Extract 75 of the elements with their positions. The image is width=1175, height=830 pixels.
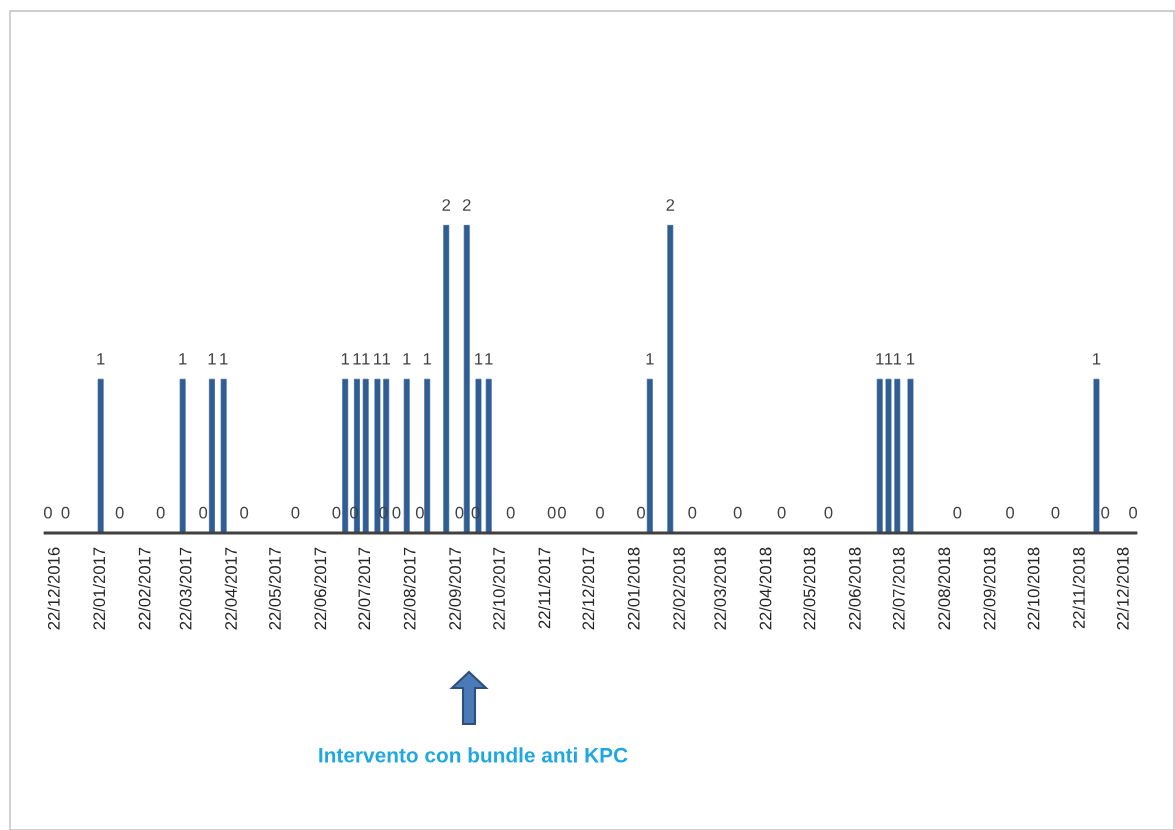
data-label: 1 <box>876 353 884 365</box>
data-label: 1 <box>646 353 654 365</box>
x-tick-label: 22/07/2017 <box>357 547 371 630</box>
data-label: 0 <box>199 506 208 519</box>
data-label: 0 <box>240 506 249 519</box>
data-label: 1 <box>374 353 382 365</box>
data-label: 2 <box>462 199 471 211</box>
data-label: 0 <box>350 506 358 519</box>
data-label: 1 <box>208 353 216 365</box>
data-label: 1 <box>341 353 350 365</box>
data-label: 0 <box>688 506 697 519</box>
x-tick-label: 22/02/2018 <box>672 547 686 630</box>
data-label: 0 <box>61 506 70 519</box>
data-label: 0 <box>415 506 424 519</box>
x-tick-label: 22/03/2017 <box>179 547 192 630</box>
x-tick-label: 22/12/2017 <box>582 547 595 630</box>
data-label: 0 <box>506 506 515 519</box>
x-tick-label: 22/09/2018 <box>983 547 996 630</box>
x-tick-label: 22/04/2017 <box>224 547 237 630</box>
data-label: 1 <box>97 353 105 365</box>
data-label: 0 <box>733 506 742 519</box>
data-label: 0 <box>1051 506 1060 519</box>
data-label: 0 <box>824 506 833 519</box>
data-label: 1 <box>353 353 361 365</box>
data-label: 0 <box>115 506 124 519</box>
x-tick-label: 22/12/2016 <box>47 547 60 630</box>
x-tick-label: 22/08/2017 <box>403 547 416 630</box>
data-label: 0 <box>557 506 566 519</box>
x-tick-label: 22/11/2018 <box>1072 547 1085 629</box>
x-tick-label: 22/04/2018 <box>759 547 772 630</box>
data-label: 1 <box>220 353 228 365</box>
text: Intervento con bundle anti KPC <box>319 747 628 763</box>
x-tick-label: 22/05/2017 <box>268 547 281 630</box>
data-label: 0 <box>291 506 300 519</box>
data-label: 1 <box>893 353 902 365</box>
data-label: 0 <box>43 506 52 519</box>
x-tick-label: 22/06/2017 <box>314 547 327 630</box>
data-label: 0 <box>455 506 464 519</box>
data-label: 0 <box>1129 506 1138 519</box>
x-tick-label: 22/10/2017 <box>492 547 505 630</box>
x-tick-label: 22/01/2018 <box>627 547 640 630</box>
data-label: 1 <box>382 353 391 365</box>
data-label: 0 <box>1101 506 1110 519</box>
x-tick-label: 22/09/2017 <box>448 547 461 630</box>
x-tick-label: 22/08/2018 <box>937 547 951 630</box>
data-label: 2 <box>442 199 451 211</box>
data-label: 1 <box>362 353 370 365</box>
data-label: 1 <box>179 353 187 365</box>
data-label: 0 <box>637 506 646 519</box>
x-tick-label: 22/12/2018 <box>1116 547 1129 630</box>
data-label: 0 <box>471 506 480 519</box>
data-label: 0 <box>953 506 962 519</box>
data-label: 1 <box>403 353 411 365</box>
data-label: 2 <box>666 199 675 211</box>
x-tick-label: 22/07/2018 <box>892 547 905 630</box>
x-tick-label: 22/10/2018 <box>1027 547 1040 630</box>
x-tick-label: 22/03/2018 <box>713 547 727 630</box>
data-label: 0 <box>777 506 786 519</box>
x-tick-label: 22/11/2017 <box>538 547 551 629</box>
data-label: 0 <box>332 506 341 519</box>
data-label: 1 <box>1093 353 1101 365</box>
data-label: 1 <box>423 353 432 365</box>
x-tick-label: 22/01/2017 <box>92 547 106 630</box>
data-label: 0 <box>156 506 165 519</box>
data-label: 1 <box>907 353 915 365</box>
data-label: 0 <box>1006 506 1015 519</box>
data-label: 1 <box>485 353 493 365</box>
data-label: 0 <box>596 506 604 519</box>
data-label: 0 <box>392 506 401 519</box>
data-label: 1 <box>475 353 483 365</box>
x-tick-label: 22/02/2017 <box>138 547 151 630</box>
data-label: 0 <box>547 506 556 519</box>
x-tick-label: 22/05/2018 <box>803 547 816 630</box>
data-label: 1 <box>885 353 893 365</box>
x-tick-label: 22/06/2018 <box>848 547 861 630</box>
